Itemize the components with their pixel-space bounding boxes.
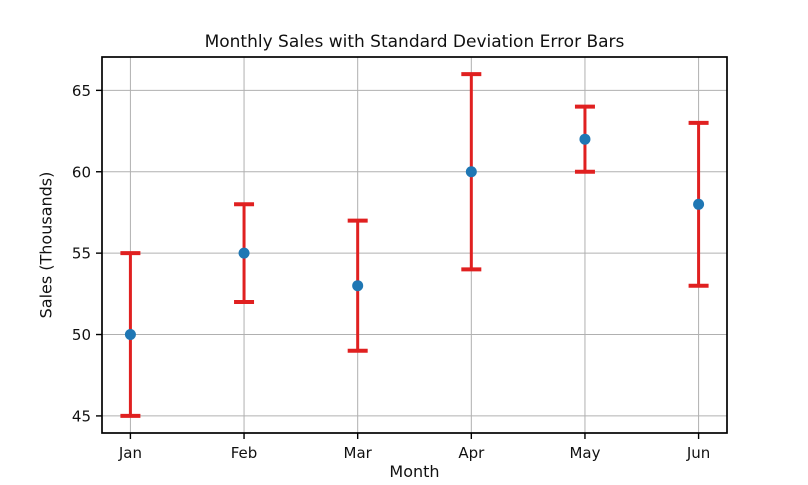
data-point-jan <box>124 329 136 341</box>
x-tick-label: Apr <box>458 444 485 462</box>
x-axis-label: Month <box>389 462 440 481</box>
x-tick-label: May <box>569 444 600 462</box>
data-point-jun <box>693 198 705 210</box>
x-tick-label: Jan <box>118 444 142 462</box>
data-point-may <box>579 133 591 145</box>
y-tick-label: 55 <box>72 245 91 263</box>
data-point-mar <box>352 280 364 292</box>
chart-title: Monthly Sales with Standard Deviation Er… <box>204 32 625 52</box>
x-tick-label: Feb <box>231 444 258 462</box>
y-tick-label: 45 <box>72 407 91 425</box>
y-tick-label: 50 <box>72 326 91 344</box>
y-tick-label: 60 <box>72 163 91 181</box>
y-tick-label: 65 <box>72 82 91 100</box>
data-point-apr <box>465 166 477 178</box>
data-point-feb <box>238 247 250 259</box>
x-tick-label: Mar <box>344 444 373 462</box>
x-tick-label: Jun <box>686 444 710 462</box>
axis-frame <box>101 56 728 434</box>
